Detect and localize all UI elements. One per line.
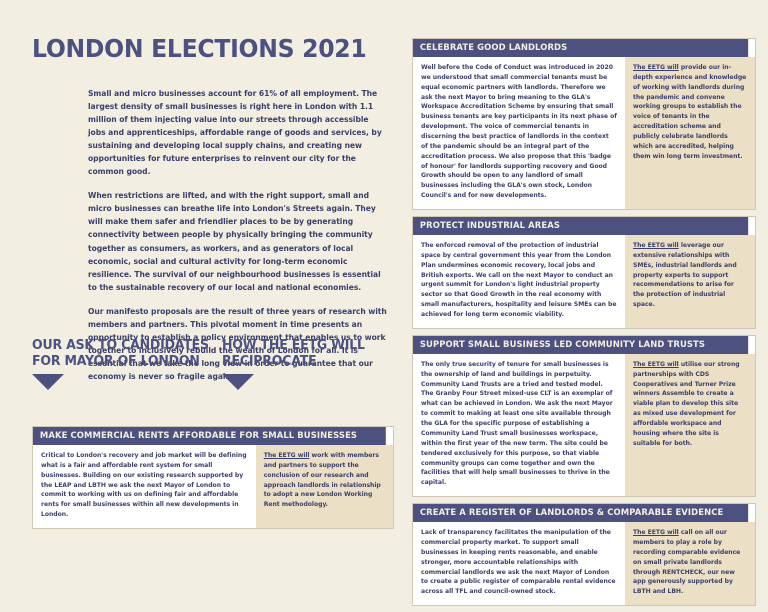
panel-response-cell: The EETG will work with members and part… — [255, 445, 393, 529]
panel-heading: PROTECT INDUSTRIAL AREAS — [413, 217, 749, 236]
down-arrow-icon-reciprocate — [222, 374, 254, 391]
panel-body: Critical to London's recovery and job ma… — [33, 445, 393, 529]
panel-make-commercial-rents-affordable: MAKE COMMERCIAL RENTS AFFORDABLE FOR SMA… — [32, 426, 394, 530]
panel-response-rest: utilise our strong partnerships with CDS… — [633, 360, 740, 447]
panel-ask-text: Well before the Code of Conduct was intr… — [421, 64, 617, 200]
panel-response-lead: The EETG will — [633, 64, 679, 71]
right-column: CELEBRATE GOOD LANDLORDS Well before the… — [412, 38, 756, 612]
panel-ask-cell: Well before the Code of Conduct was intr… — [413, 57, 625, 210]
reciprocate-column-heading-group: HOW THE EETG WILL RECIPROCATE — [222, 338, 392, 391]
manifesto-page: LONDON ELECTIONS 2021 Small and micro bu… — [32, 36, 756, 607]
panel-body: The only true security of tenure for sma… — [413, 353, 755, 497]
down-arrow-icon-ask — [32, 374, 64, 391]
panel-heading: SUPPORT SMALL BUSINESS LED COMMUNITY LAN… — [413, 335, 749, 354]
intro-paragraph-1: Small and micro businesses account for 6… — [88, 89, 382, 177]
ask-column-heading: OUR ASK TO CANDIDATES FOR MAYOR OF LONDO… — [32, 338, 209, 369]
panel-heading: CREATE A REGISTER OF LANDLORDS & COMPARA… — [413, 504, 749, 523]
panel-response-cell: The EETG will utilise our strong partner… — [625, 353, 755, 497]
intro-paragraph-3: Our manifesto proposals are the result o… — [88, 306, 387, 381]
panel-ask-text: Critical to London's recovery and job ma… — [41, 452, 247, 519]
panel-protect-industrial-areas: PROTECT INDUSTRIAL AREAS The enforced re… — [412, 216, 756, 329]
panel-response-cell: The EETG will call on all our members to… — [625, 522, 755, 606]
panel-heading: CELEBRATE GOOD LANDLORDS — [413, 39, 749, 57]
page-title: LONDON ELECTIONS 2021 — [32, 34, 367, 63]
panel-response-lead: The EETG will — [633, 242, 679, 250]
panel-ask-cell: Critical to London's recovery and job ma… — [33, 445, 256, 529]
panel-response-lead: The EETG will — [633, 529, 679, 537]
panel-response-text: The EETG will leverage our extensive rel… — [633, 241, 747, 310]
reciprocate-column-heading: HOW THE EETG WILL RECIPROCATE — [222, 338, 365, 369]
panel-heading: MAKE COMMERCIAL RENTS AFFORDABLE FOR SMA… — [33, 427, 386, 445]
left-column: LONDON ELECTIONS 2021 Small and micro bu… — [32, 36, 394, 394]
column-headings-row: OUR ASK TO CANDIDATES FOR MAYOR OF LONDO… — [32, 338, 394, 391]
panel-response-rest: provide our in-depth experience and know… — [633, 64, 747, 160]
panel-response-lead: The EETG will — [263, 452, 310, 459]
panel-create-register-of-landlords: CREATE A REGISTER OF LANDLORDS & COMPARA… — [412, 503, 756, 607]
panel-ask-text: The enforced removal of the protection o… — [421, 242, 617, 319]
intro-paragraph-2: When restrictions are lifted, and with t… — [88, 191, 381, 292]
panel-response-text: The EETG will provide our in-depth exper… — [633, 63, 747, 162]
panel-response-rest: leverage our extensive relationships wit… — [633, 242, 737, 309]
panel-body: Well before the Code of Conduct was intr… — [413, 57, 755, 210]
panel-response-text: The EETG will utilise our strong partner… — [633, 360, 747, 449]
panel-response-text: The EETG will work with members and part… — [264, 451, 385, 510]
panel-response-rest: work with members and partners to suppor… — [263, 452, 381, 509]
intro-block: Small and micro businesses account for 6… — [88, 87, 388, 383]
panel-ask-text: Lack of transparency facilitates the man… — [421, 529, 616, 596]
panel-response-text: The EETG will call on all our members to… — [633, 528, 747, 597]
panel-response-rest: call on all our members to play a role b… — [633, 529, 741, 596]
panel-response-cell: The EETG will leverage our extensive rel… — [625, 235, 755, 328]
ask-column-heading-group: OUR ASK TO CANDIDATES FOR MAYOR OF LONDO… — [32, 338, 222, 391]
panel-ask-cell: The only true security of tenure for sma… — [413, 353, 625, 497]
panel-ask-cell: The enforced removal of the protection o… — [413, 235, 625, 328]
panel-celebrate-good-landlords: CELEBRATE GOOD LANDLORDS Well before the… — [412, 38, 756, 211]
panel-response-cell: The EETG will provide our in-depth exper… — [625, 57, 755, 210]
panel-response-lead: The EETG will — [633, 360, 679, 368]
panel-support-community-land-trusts: SUPPORT SMALL BUSINESS LED COMMUNITY LAN… — [412, 334, 756, 498]
panel-body: Lack of transparency facilitates the man… — [413, 522, 755, 606]
panel-ask-text: The only true security of tenure for sma… — [421, 360, 613, 487]
panel-body: The enforced removal of the protection o… — [413, 235, 755, 328]
panel-ask-cell: Lack of transparency facilitates the man… — [413, 522, 625, 606]
